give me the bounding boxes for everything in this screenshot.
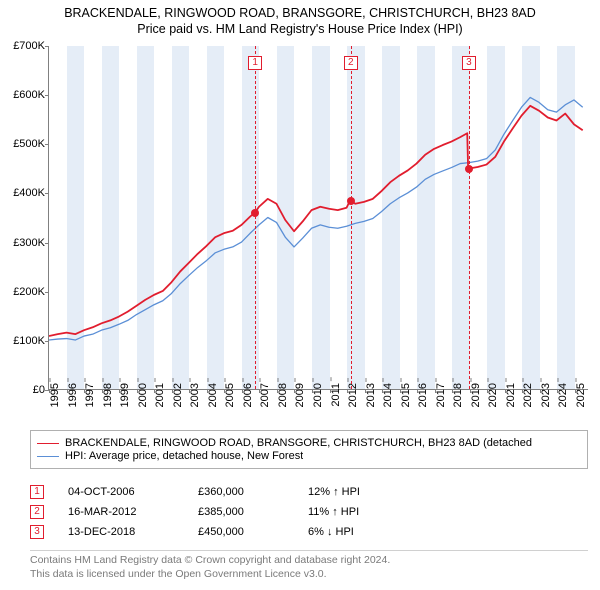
y-axis-tick: £400K <box>1 187 45 199</box>
y-axis-tick: £600K <box>1 89 45 101</box>
event-row: 3 13-DEC-2018£450,0006% ↓ HPI <box>30 522 428 542</box>
series-hpi <box>49 97 583 340</box>
event-index-box: 2 <box>30 505 44 519</box>
event-date: 13-DEC-2018 <box>68 526 198 538</box>
legend-label-property: BRACKENDALE, RINGWOOD ROAD, BRANSGORE, C… <box>65 437 532 449</box>
event-marker-box: 3 <box>462 56 476 70</box>
event-pct: 11% ↑ HPI <box>308 506 428 518</box>
chart-lines <box>49 46 588 389</box>
event-dot <box>465 165 473 173</box>
event-vline <box>255 46 256 389</box>
event-row: 1 04-OCT-2006£360,00012% ↑ HPI <box>30 482 428 502</box>
event-price: £450,000 <box>198 526 308 538</box>
event-marker-box: 1 <box>248 56 262 70</box>
event-price: £360,000 <box>198 486 308 498</box>
event-pct: 12% ↑ HPI <box>308 486 428 498</box>
footer-line-1: Contains HM Land Registry data © Crown c… <box>30 554 588 568</box>
y-axis-tick: £300K <box>1 237 45 249</box>
y-axis-tick: £100K <box>1 335 45 347</box>
legend-label-hpi: HPI: Average price, detached house, New … <box>65 450 303 462</box>
price-chart: £0£100K£200K£300K£400K£500K£600K£700K199… <box>48 46 588 390</box>
event-index-box: 3 <box>30 525 44 539</box>
legend-row-hpi: HPI: Average price, detached house, New … <box>37 450 581 462</box>
event-pct: 6% ↓ HPI <box>308 526 428 538</box>
series-property <box>49 106 583 336</box>
title-line-2: Price paid vs. HM Land Registry's House … <box>4 22 596 36</box>
event-dot <box>251 209 259 217</box>
legend-swatch-property <box>37 443 59 444</box>
legend-swatch-hpi <box>37 456 59 457</box>
y-axis-tick: £200K <box>1 286 45 298</box>
legend-row-property: BRACKENDALE, RINGWOOD ROAD, BRANSGORE, C… <box>37 437 581 449</box>
y-axis-tick: £0 <box>1 384 45 396</box>
event-dot <box>347 197 355 205</box>
event-price: £385,000 <box>198 506 308 518</box>
event-vline <box>351 46 352 389</box>
attribution-footer: Contains HM Land Registry data © Crown c… <box>30 550 588 581</box>
event-date: 04-OCT-2006 <box>68 486 198 498</box>
event-vline <box>469 46 470 389</box>
title-line-1: BRACKENDALE, RINGWOOD ROAD, BRANSGORE, C… <box>4 6 596 20</box>
event-row: 2 16-MAR-2012£385,00011% ↑ HPI <box>30 502 428 522</box>
chart-title: BRACKENDALE, RINGWOOD ROAD, BRANSGORE, C… <box>0 0 600 38</box>
y-axis-tick: £500K <box>1 138 45 150</box>
event-date: 16-MAR-2012 <box>68 506 198 518</box>
event-marker-box: 2 <box>344 56 358 70</box>
event-index-box: 1 <box>30 485 44 499</box>
event-table: 1 04-OCT-2006£360,00012% ↑ HPI 2 16-MAR-201… <box>30 482 428 542</box>
chart-legend: BRACKENDALE, RINGWOOD ROAD, BRANSGORE, C… <box>30 430 588 469</box>
y-axis-tick: £700K <box>1 40 45 52</box>
footer-line-2: This data is licensed under the Open Gov… <box>30 568 588 582</box>
